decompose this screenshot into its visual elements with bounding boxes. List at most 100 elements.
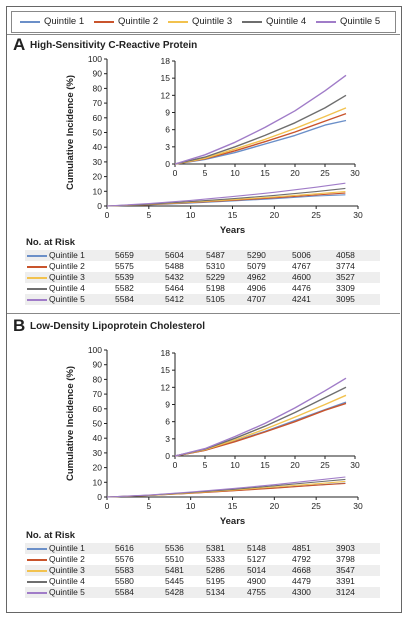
panel-b-inset-y-tick-label: 6 bbox=[165, 417, 170, 427]
risk-row-value: 5105 bbox=[206, 294, 225, 304]
risk-row-swatch bbox=[27, 581, 47, 583]
panel-b-main-y-tick-label: 60 bbox=[93, 404, 103, 414]
risk-row-value: 4058 bbox=[336, 250, 355, 260]
panel-b-at-risk-row: Quintile 4 5580 5445 5195 4900 4479 3391 bbox=[25, 576, 380, 587]
panel-b-main-x-tick-label: 0 bbox=[105, 501, 110, 511]
risk-row-value: 4479 bbox=[292, 576, 311, 586]
risk-row-value: 4900 bbox=[247, 576, 266, 586]
risk-row-value: 5412 bbox=[165, 294, 184, 304]
panel-a-main-y-tick-label: 80 bbox=[93, 83, 103, 93]
risk-row-label: Quintile 4 bbox=[49, 576, 85, 586]
panel-a-inset-x-tick-label: 20 bbox=[290, 168, 300, 178]
risk-row-value: 5014 bbox=[247, 565, 266, 575]
panel-a-inset-x-tick-label: 0 bbox=[173, 168, 178, 178]
risk-row-value: 5580 bbox=[115, 576, 134, 586]
risk-row-label: Quintile 3 bbox=[49, 565, 85, 575]
panel-b-main-y-tick-label: 20 bbox=[93, 463, 103, 473]
legend-label: Quintile 2 bbox=[118, 16, 159, 27]
risk-row-label: Quintile 1 bbox=[49, 543, 85, 553]
panel-a-main-series-quintile-4 bbox=[106, 187, 346, 207]
panel-a-main-x-tick-label: 10 bbox=[186, 210, 196, 220]
panel-a-at-risk-row: Quintile 2 5575 5488 5310 5079 4767 3774 bbox=[25, 261, 380, 272]
panel-a-inset-series-quintile-5 bbox=[174, 74, 347, 165]
panel-b-y-axis-label: Cumulative Incidence (%) bbox=[65, 366, 76, 481]
risk-row-value: 3527 bbox=[336, 272, 355, 282]
risk-row-value: 4600 bbox=[292, 272, 311, 282]
legend-label: Quintile 3 bbox=[192, 16, 233, 27]
risk-row-label: Quintile 5 bbox=[49, 587, 85, 597]
panel-a-inset-y-tick-label: 9 bbox=[165, 108, 170, 118]
risk-row-value: 3774 bbox=[336, 261, 355, 271]
risk-row-value: 3547 bbox=[336, 565, 355, 575]
risk-row-value: 4767 bbox=[292, 261, 311, 271]
legend-label: Quintile 1 bbox=[44, 16, 85, 27]
figure-frame bbox=[6, 6, 402, 613]
risk-row-value: 5464 bbox=[165, 283, 184, 293]
panel-b-main-x-tick-label: 30 bbox=[353, 501, 363, 511]
panel-a-at-risk-row: Quintile 3 5539 5432 5229 4962 4600 3527 bbox=[25, 272, 380, 283]
risk-row-value: 5576 bbox=[115, 554, 134, 564]
risk-row-value: 5006 bbox=[292, 250, 311, 260]
panel-a-main-x-tick-label: 5 bbox=[146, 210, 151, 220]
risk-row-swatch bbox=[27, 266, 47, 268]
risk-row-value: 5488 bbox=[165, 261, 184, 271]
risk-row-swatch bbox=[27, 277, 47, 279]
panel-a-inset-x-tick-label: 10 bbox=[230, 168, 240, 178]
panel-a-at-risk-row: Quintile 5 5584 5412 5105 4707 4241 3095 bbox=[25, 294, 380, 305]
risk-row-value: 5079 bbox=[247, 261, 266, 271]
risk-row-value: 5583 bbox=[115, 565, 134, 575]
risk-row-value: 3309 bbox=[336, 283, 355, 293]
panel-b-inset-x-tick-label: 30 bbox=[350, 460, 360, 470]
panel-b-at-risk-row: Quintile 2 5576 5510 5333 5127 4792 3798 bbox=[25, 554, 380, 565]
risk-row-value: 5575 bbox=[115, 261, 134, 271]
panel-a-inset-x-tick-label: 30 bbox=[350, 168, 360, 178]
panel-a-main-x-tick-label: 0 bbox=[105, 210, 110, 220]
legend-swatch bbox=[168, 21, 188, 23]
risk-row-value: 5381 bbox=[206, 543, 225, 553]
panel-b-main-x-tick-label: 20 bbox=[270, 501, 280, 511]
risk-row-value: 4851 bbox=[292, 543, 311, 553]
risk-row-value: 5510 bbox=[165, 554, 184, 564]
risk-row-value: 5659 bbox=[115, 250, 134, 260]
panel-a-letter: A bbox=[13, 35, 26, 54]
panel-b-main-y-tick-label: 0 bbox=[97, 492, 102, 502]
panel-a-inset-y-tick-label: 0 bbox=[165, 159, 170, 169]
risk-row-value: 4707 bbox=[247, 294, 266, 304]
panel-a-inset-y-tick-label: 12 bbox=[161, 90, 171, 100]
panel-a-inset-y-tick-label: 3 bbox=[165, 142, 170, 152]
risk-row-value: 5229 bbox=[206, 272, 225, 282]
panel-b-main-series-quintile-5 bbox=[106, 476, 346, 498]
panel-b-main-y-tick-label: 90 bbox=[93, 360, 103, 370]
panel-b-inset-y-tick-label: 0 bbox=[165, 451, 170, 461]
risk-row-label: Quintile 2 bbox=[49, 554, 85, 564]
panel-b-main-y-tick-label: 10 bbox=[93, 477, 103, 487]
risk-row-value: 5487 bbox=[206, 250, 225, 260]
risk-row-value: 3095 bbox=[336, 294, 355, 304]
panel-a-main-x-tick-label: 20 bbox=[270, 210, 280, 220]
panel-a-main-y-tick-label: 0 bbox=[97, 201, 102, 211]
panel-b-main-y-tick-label: 40 bbox=[93, 433, 103, 443]
risk-row-label: Quintile 1 bbox=[49, 250, 85, 260]
panel-a-main-y-tick-label: 10 bbox=[93, 186, 103, 196]
risk-row-label: Quintile 5 bbox=[49, 294, 85, 304]
risk-row-value: 5127 bbox=[247, 554, 266, 564]
panel-a-inset-series-quintile-4 bbox=[174, 94, 347, 165]
legend: Quintile 1 Quintile 2 Quintile 3 Quintil… bbox=[11, 11, 396, 33]
risk-row-swatch bbox=[27, 570, 47, 572]
risk-row-value: 3903 bbox=[336, 543, 355, 553]
panel-a-main-y-tick-label: 30 bbox=[93, 157, 103, 167]
panel-b-inset-x-tick-label: 25 bbox=[320, 460, 330, 470]
panel-a-x-axis-label: Years bbox=[220, 225, 245, 236]
risk-row-value: 5445 bbox=[165, 576, 184, 586]
panel-a-inset-x-tick-label: 25 bbox=[320, 168, 330, 178]
panel-b-inset-y-tick-label: 3 bbox=[165, 434, 170, 444]
legend-swatch bbox=[20, 21, 40, 23]
panel-b-inset-x-tick-label: 0 bbox=[173, 460, 178, 470]
panel-a-main-x-tick-label: 15 bbox=[228, 210, 238, 220]
panel-b-main-series-quintile-4 bbox=[106, 478, 346, 498]
panel-a-inset-y-tick-label: 18 bbox=[161, 56, 171, 66]
risk-row-swatch bbox=[27, 255, 47, 257]
risk-row-value: 5432 bbox=[165, 272, 184, 282]
panel-a-inset-x-tick-label: 15 bbox=[260, 168, 270, 178]
